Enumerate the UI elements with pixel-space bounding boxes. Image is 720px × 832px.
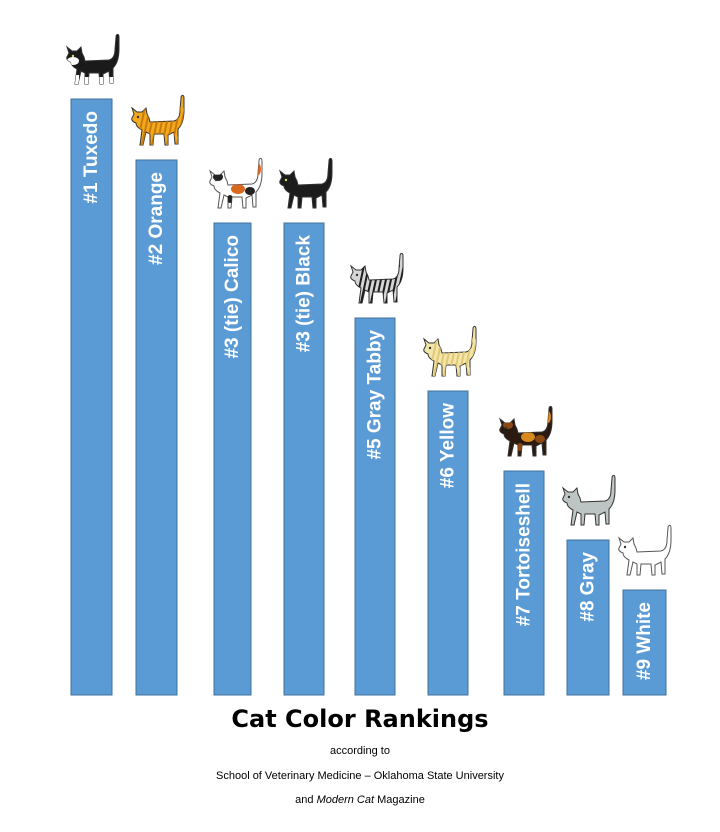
yellow-cat-icon [422, 325, 477, 377]
bar-tuxedo [70, 98, 113, 696]
bar-black [283, 222, 325, 696]
chart-subtitle-source-school: School of Veterinary Medicine – Oklahoma… [216, 770, 504, 782]
bar-label-black: #3 (tie) Black [294, 235, 315, 353]
gray-cat-icon [561, 474, 616, 526]
bar-label-white: #9 White [634, 602, 655, 680]
gray-tabby-cat-icon [349, 252, 404, 304]
subtitle-magazine-text: Magazine [374, 794, 425, 806]
calico-cat-icon [208, 157, 263, 209]
subtitle-and-text: and [295, 794, 317, 806]
bar-label-orange: #2 Orange [146, 172, 167, 265]
bar-gray [566, 539, 610, 696]
bar-label-tuxedo: #1 Tuxedo [81, 111, 102, 204]
chart-title: Cat Color Rankings [231, 705, 489, 733]
black-cat-icon [278, 157, 333, 209]
bar-label-tortoiseshell: #7 Tortoiseshell [514, 483, 535, 626]
white-cat-icon [617, 524, 672, 576]
cat-color-bar-chart: #1 Tuxedo #2 Orange #3 (tie) Calico #3 (tie… [65, 33, 672, 696]
bar-white [622, 589, 667, 696]
bar-orange [135, 159, 178, 696]
chart-subtitle-according-to: according to [330, 745, 390, 757]
subtitle-magazine-name: Modern Cat [316, 794, 375, 806]
bar-label-yellow: #6 Yellow [438, 403, 459, 488]
bar-yellow [427, 390, 469, 696]
tuxedo-cat-icon [65, 33, 120, 85]
tortoiseshell-cat-icon [498, 405, 553, 457]
orange-cat-icon [130, 94, 185, 146]
bar-label-gray-tabby: #5 Gray Tabby [365, 330, 386, 460]
bar-label-calico: #3 (tie) Calico [222, 235, 243, 359]
chart-subtitle-source-magazine: and Modern Cat Magazine [0, 794, 720, 806]
bar-tortoiseshell [503, 470, 545, 696]
bar-calico [213, 222, 252, 696]
bar-label-gray: #8 Gray [578, 552, 599, 622]
bar-gray-tabby [354, 317, 396, 696]
